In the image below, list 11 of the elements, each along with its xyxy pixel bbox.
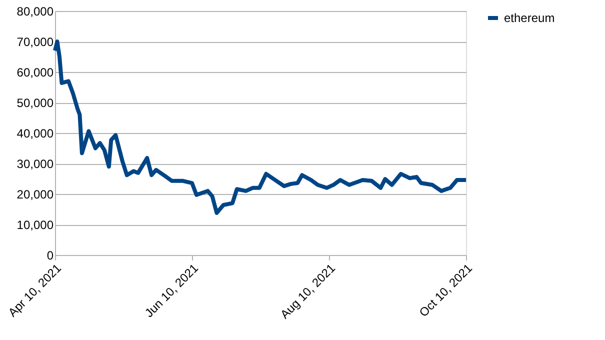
y-tick-label: 0	[46, 248, 54, 262]
y-tick-label: 70,000	[16, 35, 54, 49]
y-tick-label: 40,000	[16, 126, 54, 140]
y-tick-label: 50,000	[16, 96, 54, 110]
legend-label: ethereum	[504, 11, 555, 25]
y-tick-label: 60,000	[16, 66, 54, 80]
line-series	[53, 40, 468, 215]
y-tick-label: 10,000	[16, 218, 54, 232]
y-tick-label: 30,000	[16, 157, 54, 171]
y-tick-label: 20,000	[16, 188, 54, 202]
y-tick-label: 80,000	[16, 4, 54, 18]
